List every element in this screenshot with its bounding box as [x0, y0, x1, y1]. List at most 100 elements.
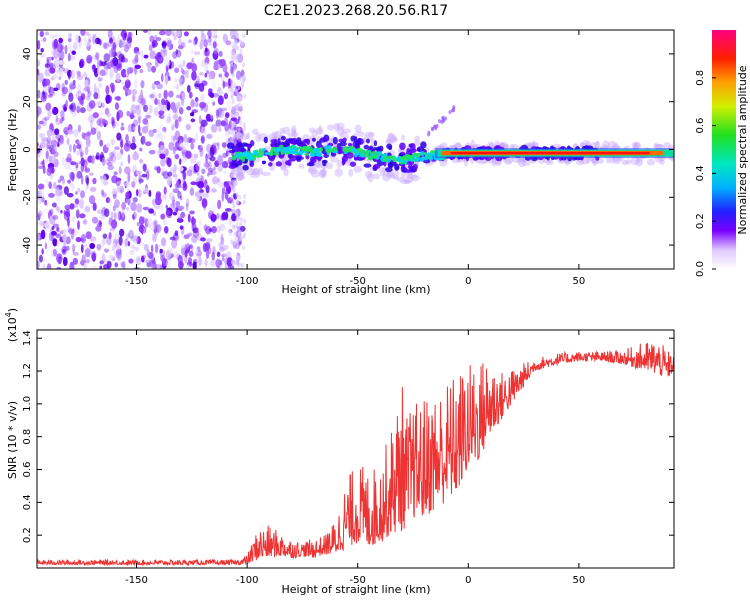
noise-blob: [134, 66, 137, 76]
trace-halo: [336, 126, 345, 136]
noise-blob: [210, 213, 217, 222]
noise-blob: [138, 178, 144, 183]
trace-halo: [252, 128, 259, 135]
noise-blob: [141, 225, 144, 235]
noise-blob: [179, 90, 186, 101]
noise-blob: [190, 181, 197, 186]
noise-blob: [65, 209, 71, 218]
noise-blob: [215, 258, 222, 269]
noise-blob: [37, 160, 40, 169]
noise-blob: [102, 233, 108, 239]
trace-core: [241, 157, 245, 163]
noise-blob: [37, 232, 40, 242]
noise-blob: [146, 262, 152, 268]
noise-blob: [63, 121, 69, 132]
trace-body: [306, 162, 315, 167]
noise-blob: [190, 48, 194, 55]
trace-halo: [280, 164, 287, 171]
noise-blob: [243, 193, 247, 199]
trace-halo: [410, 174, 421, 182]
noise-blob: [38, 254, 43, 263]
trace-core: [241, 152, 247, 157]
noise-blob: [64, 44, 68, 55]
trace-core: [248, 155, 253, 159]
noise-blob: [157, 51, 161, 57]
noise-blob: [194, 36, 198, 45]
noise-blob: [224, 130, 230, 138]
noise-blob: [89, 119, 93, 129]
noise-blob: [74, 165, 79, 172]
noise-blob: [221, 142, 227, 148]
noise-blob: [223, 170, 227, 175]
noise-blob: [78, 213, 86, 219]
trace-body: [401, 163, 406, 171]
trace-body: [412, 163, 418, 170]
noise-blob: [89, 172, 94, 176]
noise-blob: [232, 171, 236, 177]
noise-blob: [210, 124, 218, 133]
colorbar: 0.0 0.2 0.4 0.6 0.8 Normalized spectral ampl…: [695, 30, 749, 277]
noise-blob: [201, 198, 208, 208]
noise-blob: [135, 94, 140, 101]
noise-blob: [239, 120, 243, 126]
trace-halo: [236, 165, 242, 174]
spectrogram-x-tick-label: -100: [236, 276, 259, 287]
noise-blob: [206, 70, 210, 75]
noise-blob: [195, 101, 199, 108]
noise-blob: [172, 188, 180, 194]
noise-blob: [51, 225, 55, 230]
noise-blob: [79, 107, 86, 114]
noise-blob: [212, 142, 220, 147]
noise-blob: [47, 109, 52, 118]
noise-blob: [163, 126, 167, 135]
spectrogram-y-tick-label: 20: [22, 95, 33, 108]
noise-blob: [165, 74, 169, 85]
trace-halo: [625, 159, 632, 165]
trace-body: [341, 158, 345, 166]
noise-blob: [139, 68, 144, 74]
noise-blob: [225, 207, 232, 212]
trace-halo: [382, 173, 391, 182]
noise-blob: [77, 83, 82, 94]
spectrogram-noise-region: [37, 30, 247, 269]
noise-blob: [171, 30, 175, 37]
noise-blob: [124, 79, 131, 89]
noise-blob: [181, 156, 188, 163]
noise-blob: [101, 102, 105, 109]
noise-blob: [162, 170, 170, 180]
noise-blob: [193, 37, 198, 46]
noise-blob: [131, 181, 136, 188]
noise-blob: [220, 233, 224, 243]
noise-blob: [115, 152, 123, 161]
noise-blob: [213, 166, 216, 171]
noise-blob: [234, 260, 238, 266]
trace-halo: [477, 160, 487, 165]
noise-blob: [208, 37, 212, 47]
noise-blob: [75, 209, 80, 219]
trace-halo: [235, 131, 241, 138]
trace-core: [235, 153, 241, 158]
noise-blob: [96, 130, 102, 141]
trace-halo: [585, 157, 591, 164]
noise-blob: [134, 64, 142, 70]
noise-blob: [71, 215, 76, 223]
noise-blob: [125, 40, 132, 49]
noise-blob: [135, 106, 141, 116]
noise-blob: [182, 39, 187, 45]
noise-blob: [127, 68, 130, 76]
noise-blob: [222, 244, 229, 251]
trace-halo: [470, 139, 475, 149]
noise-blob: [107, 165, 114, 171]
noise-blob: [205, 185, 210, 194]
noise-blob: [67, 37, 72, 43]
trace-halo: [499, 142, 506, 149]
snr-y-tick-label: 0.6: [22, 462, 33, 478]
trace-core: [363, 152, 370, 158]
noise-blob: [116, 132, 122, 141]
noise-blob: [161, 41, 167, 47]
noise-blob: [45, 201, 49, 207]
noise-blob: [87, 85, 93, 91]
noise-blob: [154, 167, 161, 171]
noise-blob: [176, 146, 184, 151]
noise-blob: [100, 175, 107, 185]
